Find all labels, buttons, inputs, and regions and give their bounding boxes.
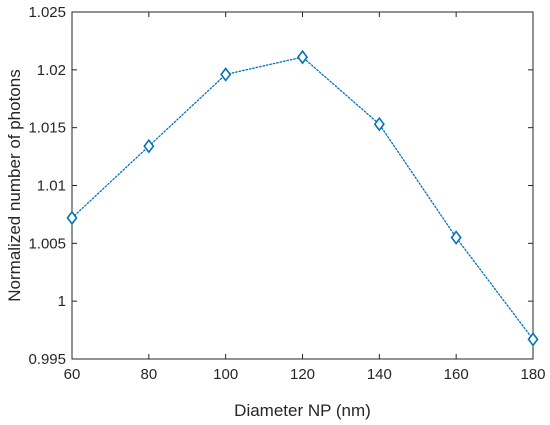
x-tick-label: 100 [213,366,238,383]
data-point-diamond [297,49,308,65]
data-point-diamond [450,230,462,245]
data-point-diamond [220,67,232,82]
x-axis-label: Diameter NP (nm) [234,401,371,420]
data-point-diamond [143,138,155,154]
data-point-diamond [527,332,539,347]
plot-area [71,11,534,360]
x-tick-label: 180 [520,366,545,383]
data-point-diamond [66,210,78,226]
x-tick-label: 120 [290,366,315,383]
data-point-diamond [373,116,385,132]
x-tick-label: 160 [444,366,469,383]
x-tick-label: 60 [64,366,81,383]
y-tick-label: 1.025 [28,4,66,21]
y-tick-label: 1.02 [37,62,66,79]
y-tick-label: 1.01 [37,178,66,195]
x-axis-ticks: 60 80 100 120 140 160 180 [64,12,546,383]
y-tick-label: 1.005 [28,235,66,252]
x-tick-label: 140 [367,366,392,383]
y-tick-label: 1.015 [28,120,66,137]
y-tick-label: 1 [58,293,66,310]
y-axis-label: Normalized number of photons [5,69,24,301]
y-axis-ticks: 0.995 1 1.005 1.01 1.015 1.02 1.025 [28,4,533,368]
series-layer [66,49,539,347]
y-tick-label: 0.995 [28,351,66,368]
x-tick-label: 80 [140,366,157,383]
